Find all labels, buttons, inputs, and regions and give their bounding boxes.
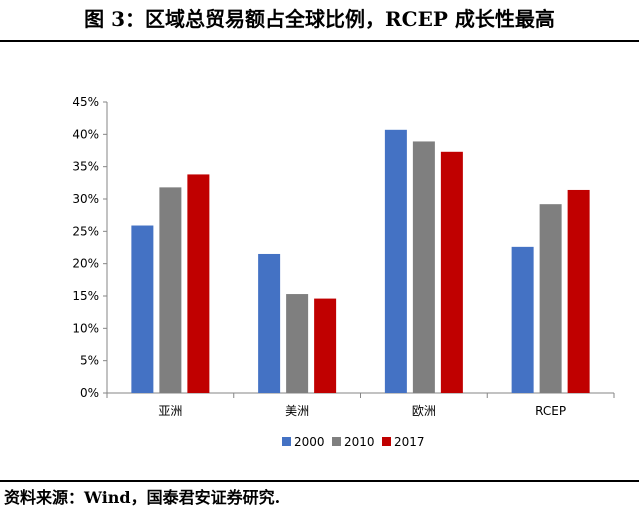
y-tick-label: 5% <box>80 354 99 368</box>
legend-label-2000: 2000 <box>294 435 325 449</box>
y-tick-label: 45% <box>72 95 99 109</box>
x-category-label: 亚洲 <box>158 404 182 418</box>
bar-2017 <box>314 298 337 393</box>
bar-2017 <box>440 151 463 393</box>
y-tick-label: 15% <box>72 289 99 303</box>
legend-label-2010: 2010 <box>344 435 375 449</box>
bottom-rule <box>0 480 639 482</box>
bar-2010 <box>286 294 309 393</box>
legend-swatch-2000 <box>282 437 291 446</box>
bar-2000 <box>511 246 534 393</box>
y-tick-label: 30% <box>72 192 99 206</box>
y-tick-label: 20% <box>72 257 99 271</box>
top-rule <box>0 40 639 42</box>
bar-2010 <box>412 141 435 393</box>
legend-swatch-2017 <box>382 437 391 446</box>
bar-2017 <box>187 174 210 393</box>
source-note: 资料来源：Wind，国泰君安证券研究. <box>4 488 281 507</box>
y-tick-label: 10% <box>72 321 99 335</box>
bar-2010 <box>539 204 562 393</box>
figure-title: 图 3：区域总贸易额占全球比例，RCEP 成长性最高 <box>84 7 555 31</box>
bar-2017 <box>567 189 590 393</box>
y-tick-label: 0% <box>80 386 99 400</box>
x-category-label: 欧洲 <box>412 404 436 418</box>
x-category-label: 美洲 <box>285 404 309 418</box>
y-tick-label: 25% <box>72 224 99 238</box>
bar-2000 <box>258 253 281 393</box>
bar-2000 <box>131 225 154 393</box>
y-tick-label: 40% <box>72 127 99 141</box>
bar-2010 <box>159 187 182 393</box>
bar-2000 <box>384 129 407 393</box>
legend-swatch-2010 <box>332 437 341 446</box>
y-tick-label: 35% <box>72 160 99 174</box>
x-category-label: RCEP <box>535 404 566 418</box>
legend-label-2017: 2017 <box>394 435 425 449</box>
